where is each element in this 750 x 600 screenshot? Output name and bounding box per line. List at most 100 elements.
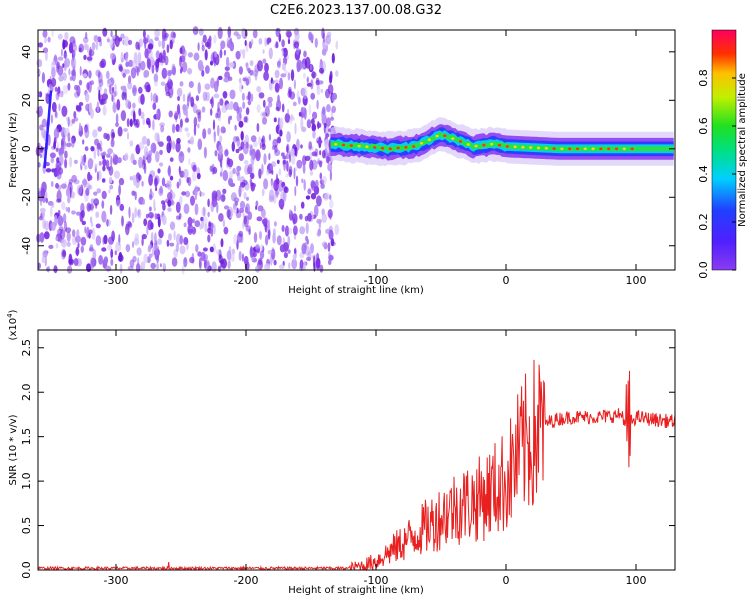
figure-title: C2E6.2023.137.00.08.G32	[270, 3, 442, 18]
spectrogram-noise-cell	[310, 192, 317, 200]
spectrogram-noise-cell	[46, 79, 52, 85]
spectrogram-noise-cell	[45, 168, 52, 173]
spectrogram-noise-cell	[159, 122, 165, 127]
spectrogram-noise-cell	[282, 190, 287, 203]
spectrogram-noise-cell	[78, 79, 83, 86]
spectrogram-noise-cell	[241, 92, 245, 101]
spectrogram-noise-cell	[61, 238, 67, 248]
spectrogram-noise-cell	[77, 242, 80, 248]
spectrogram-noise-cell	[240, 181, 246, 188]
spectrogram-noise-cell	[90, 257, 95, 270]
spectrogram-noise-cell	[208, 221, 212, 228]
spectrogram-noise-cell	[38, 162, 41, 168]
spectrogram-noise-cell	[331, 52, 335, 64]
spectrogram-noise-cell	[96, 171, 99, 182]
spectrogram-noise-cell	[284, 225, 290, 237]
spectrogram-noise-cell	[322, 32, 326, 43]
spectrogram-noise-cell	[62, 63, 65, 68]
spectrogram-noise-cell	[69, 156, 73, 168]
spectrogram-noise-cell	[120, 110, 127, 122]
spectrogram-noise-cell	[71, 229, 76, 237]
spectrogram-noise-cell	[103, 88, 108, 95]
spectrogram-peak-cell	[599, 147, 603, 151]
spectrogram-noise-cell	[120, 33, 125, 39]
spectrogram-noise-cell	[110, 248, 114, 259]
spectrogram-noise-cell	[112, 102, 117, 114]
spectrogram-noise-cell	[307, 212, 312, 222]
spectrogram-noise-cell	[202, 91, 208, 102]
spectrogram-noise-cell	[222, 219, 226, 228]
spectrogram-noise-cell	[96, 142, 101, 150]
spectrogram-noise-cell	[301, 126, 307, 133]
spectrogram-noise-cell	[248, 228, 251, 235]
spectrogram-noise-cell	[79, 65, 82, 76]
spectrogram-noise-cell	[317, 160, 323, 165]
spectrogram-noise-cell	[134, 207, 137, 218]
y-tick-label: 1.0	[20, 472, 33, 490]
spectrogram-noise-cell	[217, 265, 221, 272]
spectrogram-noise-cell	[155, 186, 158, 192]
spectrogram-noise-cell	[168, 76, 171, 82]
spectrogram-noise-cell	[223, 128, 226, 133]
y-tick-label: 0.5	[20, 517, 33, 535]
spectrogram-noise-cell	[316, 86, 321, 96]
spectrogram-noise-cell	[65, 206, 68, 212]
spectrogram-noise-cell	[108, 189, 111, 194]
spectrogram-noise-cell	[149, 206, 152, 212]
spectrogram-noise-cell	[39, 153, 43, 158]
y-tick-label: -40	[20, 237, 33, 255]
spectrogram-peak-cell	[404, 145, 408, 149]
spectrogram-noise-cell	[238, 185, 242, 198]
spectrogram-noise-cell	[316, 139, 323, 144]
x-tick-label: 0	[503, 274, 510, 287]
spectrogram-noise-cell	[161, 214, 167, 226]
spectrogram-peak-cell	[560, 147, 564, 151]
spectrogram-noise-cell	[299, 226, 306, 235]
spectrogram-peak-cell	[341, 143, 346, 147]
spectrogram-noise-cell	[249, 145, 253, 155]
spectrogram-noise-cell	[72, 43, 78, 52]
spectrogram-noise-cell	[243, 116, 248, 123]
spectrogram-noise-cell	[274, 79, 279, 84]
spectrogram-noise-cell	[82, 36, 89, 44]
spectrogram-noise-cell	[168, 110, 173, 118]
spectrogram-noise-cell	[99, 60, 105, 68]
spectrogram-noise-cell	[118, 184, 121, 196]
spectrogram-peak-cell	[568, 147, 572, 151]
spectrogram-noise-cell	[235, 210, 242, 219]
spectrogram-noise-cell	[179, 56, 182, 68]
spectrogram-noise-cell	[64, 150, 68, 159]
spectrogram-noise-cell	[243, 255, 249, 266]
spectrogram-noise-cell	[329, 199, 334, 209]
spectrogram-noise-cell	[243, 160, 249, 165]
spectrogram-noise-cell	[94, 163, 98, 169]
spectrogram-noise-cell	[155, 109, 159, 120]
spectrogram-noise-cell	[312, 130, 316, 139]
spectrogram-noise-cell	[107, 38, 110, 43]
spectrogram-noise-cell	[138, 86, 143, 94]
spectrogram-noise-cell	[55, 147, 59, 152]
spectrogram-noise-cell	[107, 244, 112, 251]
spectrogram-peak-cell	[427, 138, 431, 141]
colorbar-tick-label: 0.0	[697, 261, 710, 279]
spectrogram-noise-cell	[187, 67, 193, 75]
spectrogram-noise-cell	[249, 60, 254, 67]
spectrogram-noise-cell	[250, 93, 254, 102]
spectrogram-noise-cell	[197, 138, 203, 151]
colorbar-label: Normalized spectral amplitude	[737, 73, 748, 227]
spectrogram-noise-cell	[289, 91, 296, 100]
spectrogram-noise-cell	[187, 52, 193, 58]
spectrogram-noise-cell	[219, 157, 223, 168]
spectrogram-noise-cell	[329, 169, 332, 181]
spectrogram-noise-cell	[88, 204, 94, 210]
spectrogram-noise-cell	[242, 48, 246, 59]
spectrogram-noise-cell	[278, 264, 285, 270]
spectrogram-noise-cell	[148, 253, 153, 258]
spectrogram-noise-cell	[135, 41, 139, 50]
spectrogram-noise-cell	[53, 265, 58, 274]
spectrogram-noise-cell	[185, 190, 191, 198]
spectrogram-noise-cell	[323, 193, 329, 201]
spectrogram-noise-cell	[236, 207, 239, 214]
spectrogram-peak-cell	[591, 147, 595, 151]
spectrogram-noise-cell	[154, 132, 160, 142]
